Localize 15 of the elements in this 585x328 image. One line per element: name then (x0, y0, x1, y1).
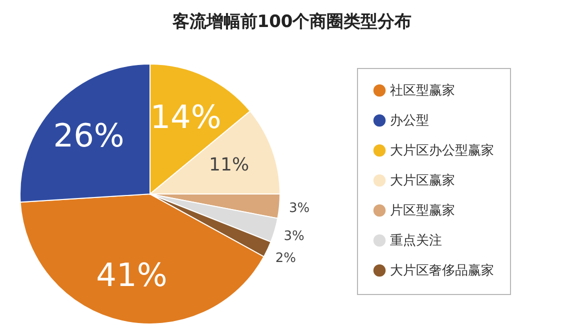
data-label: 14% (150, 98, 222, 136)
data-label: 3% (289, 201, 310, 216)
legend-label: 大片区赢家 (390, 172, 455, 188)
data-label: 41% (96, 256, 168, 294)
legend-label: 片区型赢家 (390, 202, 455, 218)
data-label: 26% (53, 116, 124, 154)
legend-label: 社区型赢家 (390, 82, 455, 98)
data-label: 11% (209, 154, 250, 176)
legend-label: 大片区奢侈品赢家 (390, 262, 494, 278)
chart-title: 客流增幅前100个商圈类型分布 (171, 12, 412, 32)
data-label: 3% (284, 228, 304, 244)
legend-label: 办公型 (390, 114, 429, 128)
legend-label: 大片区办公型赢家 (390, 142, 494, 158)
legend-label: 重点关注 (390, 234, 442, 248)
data-label: 2% (275, 250, 296, 266)
